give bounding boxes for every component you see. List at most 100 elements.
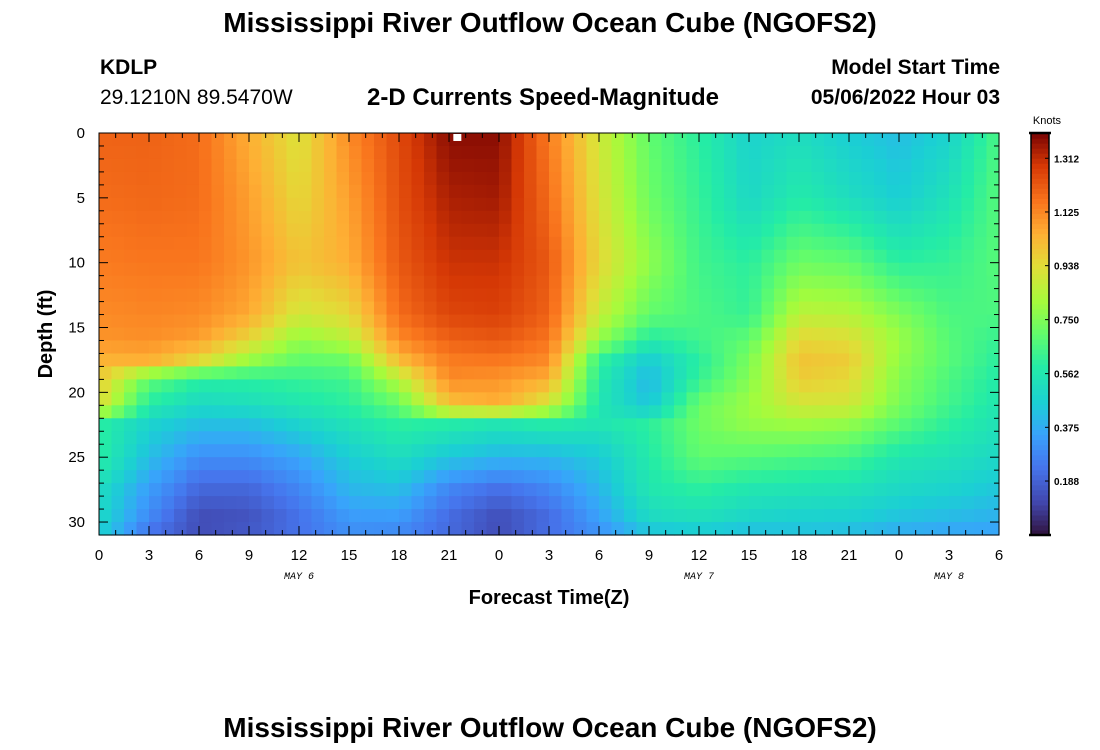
heatmap-cell	[949, 275, 963, 290]
heatmap-cell	[974, 275, 988, 290]
heatmap-cell	[524, 470, 538, 484]
heatmap-cell	[561, 457, 575, 471]
heatmap-cell	[924, 314, 938, 329]
heatmap-cell	[786, 327, 800, 342]
heatmap-cell	[686, 197, 700, 212]
heatmap-cell	[336, 509, 350, 523]
heatmap-cell	[961, 236, 975, 251]
heatmap-cell	[511, 509, 525, 523]
heatmap-cell	[449, 431, 463, 445]
heatmap-cell	[874, 340, 888, 355]
colorbar-band	[1031, 354, 1049, 360]
heatmap-cell	[249, 158, 263, 173]
heatmap-cell	[549, 171, 563, 186]
heatmap-cell	[786, 184, 800, 199]
heatmap-cell	[136, 301, 150, 316]
heatmap-cell	[599, 353, 613, 368]
heatmap-cell	[436, 366, 450, 380]
heatmap-cell	[111, 314, 125, 329]
heatmap-cell	[549, 210, 563, 225]
colorbar-band	[1031, 494, 1049, 501]
heatmap-cell	[961, 496, 975, 510]
heatmap-cell	[899, 327, 913, 342]
heatmap-cell	[636, 158, 650, 173]
heatmap-cell	[799, 133, 813, 147]
heatmap-cell	[486, 431, 500, 445]
heatmap-cell	[411, 133, 425, 147]
heatmap-cell	[974, 522, 988, 536]
heatmap-cell	[236, 249, 250, 264]
heatmap-cell	[599, 171, 613, 186]
heatmap-cell	[249, 405, 263, 419]
heatmap-cell	[799, 158, 813, 173]
heatmap-cell	[574, 444, 588, 458]
heatmap-cell	[524, 522, 538, 536]
heatmap-cell	[311, 262, 325, 277]
heatmap-cell	[699, 496, 713, 510]
heatmap-cell	[761, 509, 775, 523]
heatmap-cell	[136, 145, 150, 160]
heatmap-cell	[336, 249, 350, 264]
heatmap-cell	[274, 522, 288, 536]
heatmap-cell	[699, 145, 713, 160]
heatmap-cell	[874, 197, 888, 212]
heatmap-cell	[599, 236, 613, 251]
heatmap-cell	[111, 509, 125, 523]
heatmap-cell	[874, 457, 888, 471]
heatmap-cell	[811, 392, 825, 406]
heatmap-cell	[311, 483, 325, 497]
heatmap-cell	[586, 470, 600, 484]
colorbar-band	[1031, 253, 1049, 260]
heatmap-cell	[599, 133, 613, 147]
heatmap-cell	[549, 197, 563, 212]
heatmap-cell	[936, 301, 950, 316]
heatmap-cell	[949, 171, 963, 186]
heatmap-cell	[774, 353, 788, 368]
heatmap-cell	[249, 392, 263, 406]
colorbar-band	[1031, 213, 1049, 220]
heatmap-cell	[161, 366, 175, 380]
heatmap-cell	[236, 314, 250, 329]
heatmap-cell	[174, 249, 188, 264]
heatmap-cell	[661, 197, 675, 212]
heatmap-cell	[536, 262, 550, 277]
heatmap-cell	[549, 483, 563, 497]
heatmap-cell	[749, 470, 763, 484]
heatmap-cell	[986, 457, 1000, 471]
heatmap-cell	[674, 223, 688, 238]
heatmap-cell	[99, 470, 113, 484]
heatmap-cell	[549, 184, 563, 199]
heatmap-cell	[474, 158, 488, 173]
heatmap-cell	[674, 249, 688, 264]
x-tick-label: 18	[791, 547, 808, 564]
heatmap-cell	[886, 223, 900, 238]
heatmap-cell	[924, 431, 938, 445]
heatmap-cell	[361, 340, 375, 355]
heatmap-cell	[599, 366, 613, 380]
heatmap-cell	[924, 236, 938, 251]
heatmap-cell	[786, 431, 800, 445]
heatmap-cell	[899, 340, 913, 355]
heatmap-cell	[236, 509, 250, 523]
heatmap-cell	[986, 171, 1000, 186]
heatmap-cell	[786, 210, 800, 225]
heatmap-cell	[199, 353, 213, 368]
heatmap-cell	[474, 223, 488, 238]
heatmap-cell	[324, 249, 338, 264]
heatmap-cell	[311, 223, 325, 238]
heatmap-cell	[774, 522, 788, 536]
heatmap-cell	[561, 483, 575, 497]
heatmap-cell	[549, 314, 563, 329]
heatmap-cell	[261, 249, 275, 264]
heatmap-cell	[574, 418, 588, 432]
heatmap-cell	[599, 405, 613, 419]
heatmap-cell	[486, 236, 500, 251]
colorbar-band	[1031, 168, 1049, 174]
heatmap-cell	[224, 262, 238, 277]
heatmap-cell	[874, 275, 888, 290]
heatmap-cell	[349, 184, 363, 199]
heatmap-cell	[374, 470, 388, 484]
x-date-label: MAY 6	[284, 572, 314, 583]
heatmap-cell	[136, 184, 150, 199]
heatmap-cell	[886, 340, 900, 355]
